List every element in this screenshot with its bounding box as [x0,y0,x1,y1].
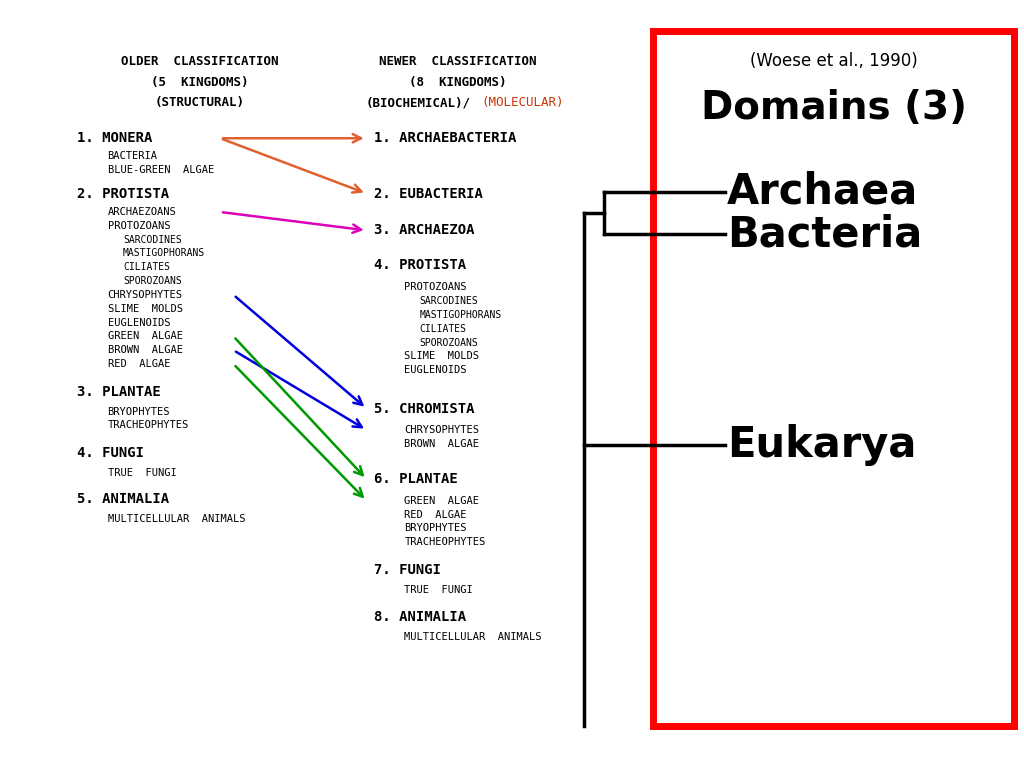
Text: SARCODINES: SARCODINES [420,296,478,306]
Text: (STRUCTURAL): (STRUCTURAL) [155,97,245,109]
Text: MASTIGOPHORANS: MASTIGOPHORANS [420,310,502,320]
Text: EUGLENOIDS: EUGLENOIDS [404,365,467,376]
Text: TRACHEOPHYTES: TRACHEOPHYTES [108,420,188,431]
Text: CHRYSOPHYTES: CHRYSOPHYTES [404,425,479,435]
Text: Bacteria: Bacteria [727,214,923,255]
Text: BLUE-GREEN  ALGAE: BLUE-GREEN ALGAE [108,164,214,175]
Text: Archaea: Archaea [727,171,919,213]
Text: PROTOZOANS: PROTOZOANS [108,220,170,231]
Text: 4. FUNGI: 4. FUNGI [77,446,143,460]
Text: 3. PLANTAE: 3. PLANTAE [77,385,161,399]
Text: 5. CHROMISTA: 5. CHROMISTA [374,402,474,415]
Text: 1. ARCHAEBACTERIA: 1. ARCHAEBACTERIA [374,131,516,145]
Text: OLDER  CLASSIFICATION: OLDER CLASSIFICATION [121,55,279,68]
Text: PROTOZOANS: PROTOZOANS [404,282,467,293]
Text: BRYOPHYTES: BRYOPHYTES [404,523,467,534]
Text: 2. PROTISTA: 2. PROTISTA [77,187,169,200]
Text: 1. MONERA: 1. MONERA [77,131,153,145]
Text: (Woese et al., 1990): (Woese et al., 1990) [750,52,918,71]
Text: NEWER  CLASSIFICATION: NEWER CLASSIFICATION [379,55,537,68]
Text: MULTICELLULAR  ANIMALS: MULTICELLULAR ANIMALS [404,632,542,643]
Text: (BIOCHEMICAL)/: (BIOCHEMICAL)/ [366,97,470,109]
Text: RED  ALGAE: RED ALGAE [404,509,467,520]
Text: 6. PLANTAE: 6. PLANTAE [374,472,458,486]
Text: 3. ARCHAEZOA: 3. ARCHAEZOA [374,223,474,237]
Text: (5  KINGDOMS): (5 KINGDOMS) [151,76,249,88]
Text: CILIATES: CILIATES [123,262,170,273]
Text: BROWN  ALGAE: BROWN ALGAE [108,345,182,356]
Text: TRUE  FUNGI: TRUE FUNGI [404,584,473,595]
Text: CILIATES: CILIATES [420,323,467,334]
Text: BRYOPHYTES: BRYOPHYTES [108,406,170,417]
Text: TRACHEOPHYTES: TRACHEOPHYTES [404,537,485,548]
Bar [653,31,1014,726]
Text: EUGLENOIDS: EUGLENOIDS [108,317,170,328]
Text: 2. EUBACTERIA: 2. EUBACTERIA [374,187,482,200]
Text: 5. ANIMALIA: 5. ANIMALIA [77,492,169,506]
Text: CHRYSOPHYTES: CHRYSOPHYTES [108,290,182,300]
Text: 4. PROTISTA: 4. PROTISTA [374,258,466,272]
Text: SPOROZOANS: SPOROZOANS [420,337,478,348]
Text: RED  ALGAE: RED ALGAE [108,359,170,369]
Text: BROWN  ALGAE: BROWN ALGAE [404,439,479,449]
Text: BACTERIA: BACTERIA [108,151,158,161]
Text: GREEN  ALGAE: GREEN ALGAE [404,495,479,506]
Text: GREEN  ALGAE: GREEN ALGAE [108,331,182,342]
Text: SLIME  MOLDS: SLIME MOLDS [404,351,479,362]
Text: 8. ANIMALIA: 8. ANIMALIA [374,611,466,624]
Text: Domains (3): Domains (3) [700,88,967,127]
Text: (8  KINGDOMS): (8 KINGDOMS) [409,76,507,88]
Text: ARCHAEZOANS: ARCHAEZOANS [108,207,176,217]
Text: MULTICELLULAR  ANIMALS: MULTICELLULAR ANIMALS [108,514,245,525]
Text: Eukarya: Eukarya [727,425,916,466]
Text: SPOROZOANS: SPOROZOANS [123,276,181,286]
Text: (MOLECULAR): (MOLECULAR) [481,97,563,109]
Text: MASTIGOPHORANS: MASTIGOPHORANS [123,248,205,259]
Text: 7. FUNGI: 7. FUNGI [374,563,440,577]
Text: SARCODINES: SARCODINES [123,234,181,245]
Text: TRUE  FUNGI: TRUE FUNGI [108,468,176,478]
Text: SLIME  MOLDS: SLIME MOLDS [108,303,182,314]
